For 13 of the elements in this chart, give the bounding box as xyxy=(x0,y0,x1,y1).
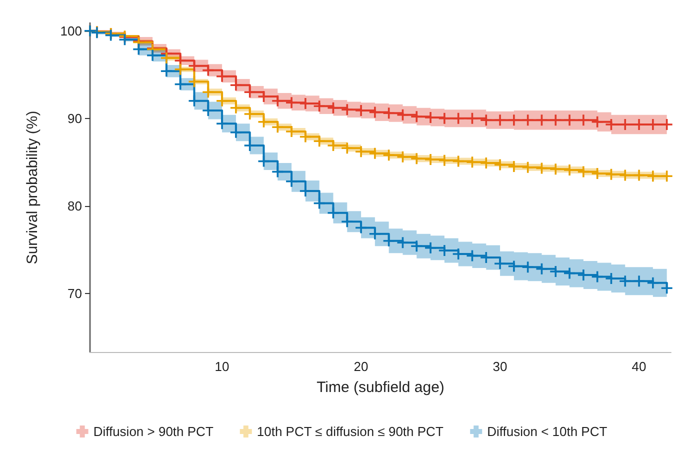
legend-label: Diffusion > 90th PCT xyxy=(93,424,214,439)
y-tick-label: 100 xyxy=(60,23,82,38)
y-tick-label: 90 xyxy=(68,110,82,126)
x-tick-label: 40 xyxy=(632,359,646,374)
x-tick-label: 10 xyxy=(214,359,230,374)
y-tick-label: 70 xyxy=(68,286,82,301)
x-tick-label: 30 xyxy=(492,359,508,374)
legend-label: Diffusion < 10th PCT xyxy=(487,424,608,439)
x-axis-title: Time (subfield age) xyxy=(316,379,444,396)
y-axis-title: Survival probability (%) xyxy=(24,110,41,264)
x-tick-label: 20 xyxy=(354,359,368,374)
y-tick-label: 80 xyxy=(68,198,82,214)
legend-label: 10th PCT ≤ diffusion ≤ 90th PCT xyxy=(256,424,444,439)
